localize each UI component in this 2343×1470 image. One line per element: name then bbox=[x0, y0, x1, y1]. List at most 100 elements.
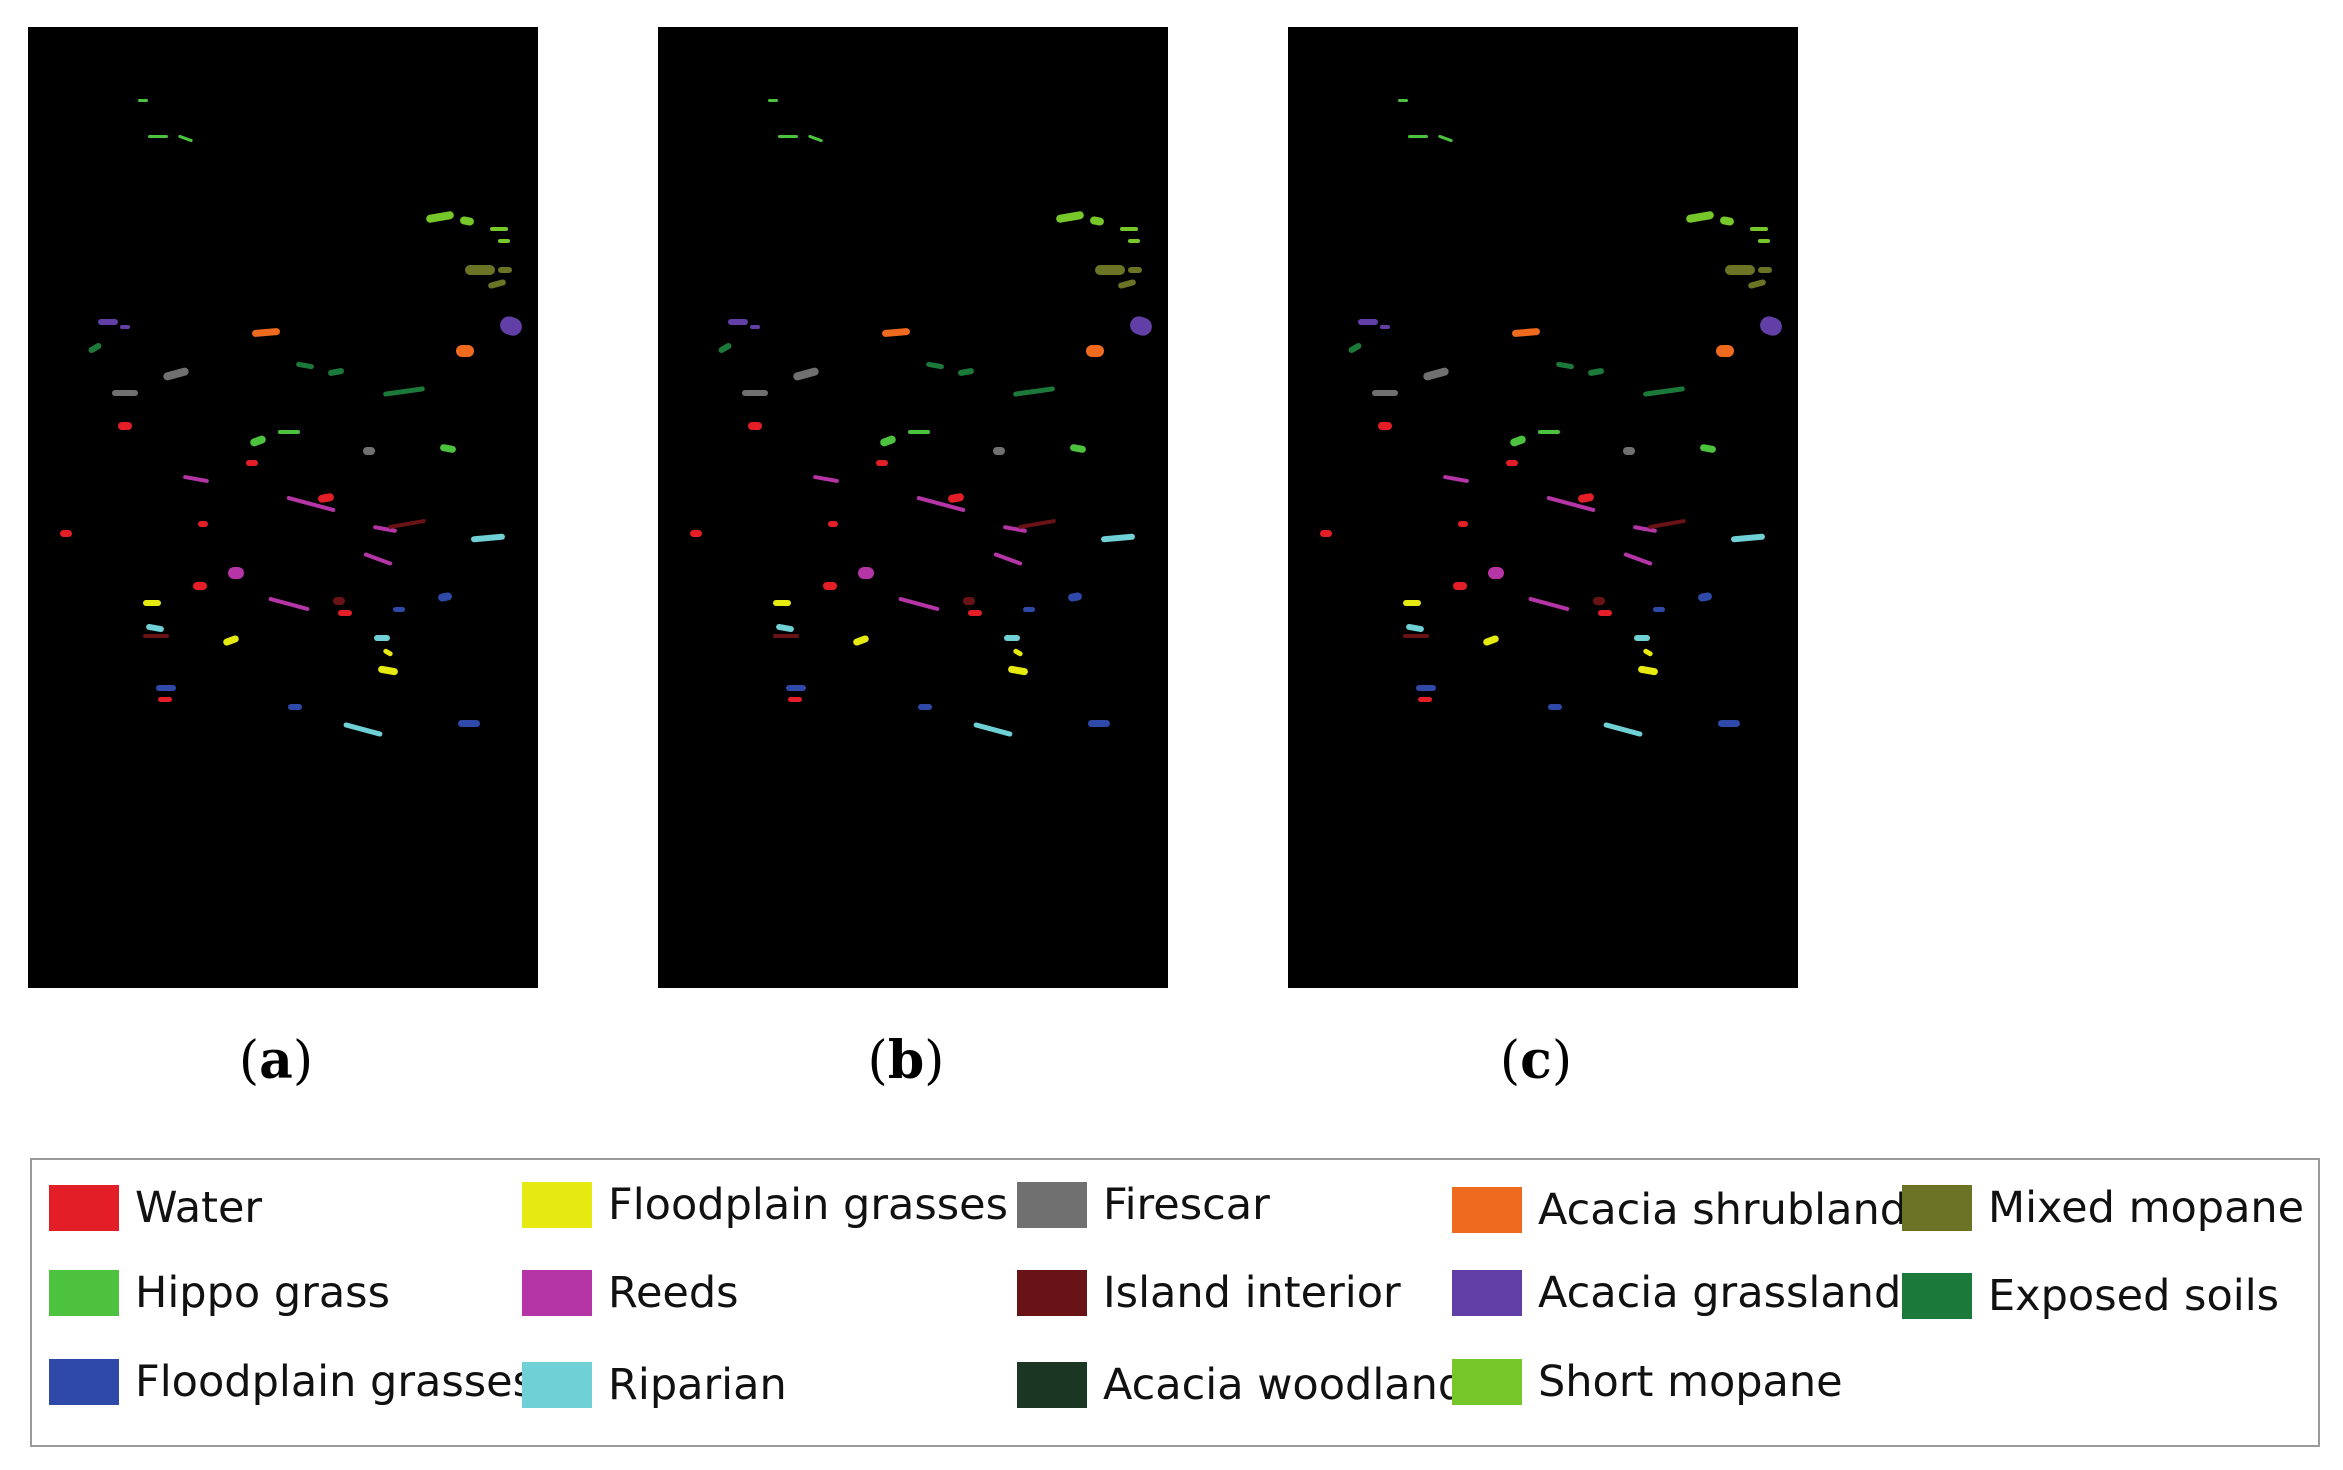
map-patch bbox=[500, 316, 522, 336]
map-patch bbox=[183, 475, 209, 483]
map-patch bbox=[286, 496, 336, 512]
map-patch bbox=[393, 607, 405, 612]
map-patch bbox=[778, 135, 798, 138]
map-patch bbox=[328, 368, 344, 376]
legend-label-reeds: Reeds bbox=[608, 1268, 739, 1318]
map-patch bbox=[1358, 319, 1378, 325]
map-patch bbox=[690, 530, 702, 537]
legend-item-acacia-woodlands: Acacia woodlands bbox=[1017, 1360, 1488, 1410]
map-patch bbox=[1556, 361, 1574, 370]
map-patch bbox=[1406, 623, 1424, 633]
map-patch bbox=[383, 648, 393, 657]
map-patch bbox=[916, 496, 966, 512]
legend-label-exposed-soils: Exposed soils bbox=[1988, 1271, 2280, 1321]
map-patch bbox=[338, 610, 352, 616]
legend-swatch-reeds bbox=[522, 1270, 592, 1316]
map-patch bbox=[158, 697, 172, 702]
map-patch bbox=[1070, 444, 1086, 453]
map-patch bbox=[948, 493, 964, 503]
map-patch bbox=[1120, 227, 1138, 231]
legend-swatch-exposed-soils bbox=[1902, 1273, 1972, 1319]
map-patch bbox=[858, 567, 874, 579]
map-patch bbox=[138, 99, 148, 102]
caption-a: (a) bbox=[238, 1030, 314, 1091]
map-patch bbox=[471, 533, 505, 543]
map-patch bbox=[993, 447, 1005, 455]
map-patch bbox=[1716, 345, 1734, 357]
map-patch bbox=[318, 493, 334, 503]
map-patch bbox=[1018, 519, 1056, 529]
legend-item-floodplain-grasses-2: Floodplain grasses 2 bbox=[522, 1180, 1049, 1230]
map-patch bbox=[250, 435, 266, 447]
map-patch bbox=[973, 722, 1013, 737]
map-patch bbox=[1320, 530, 1332, 537]
legend-item-water: Water bbox=[49, 1183, 262, 1233]
map-patch bbox=[1506, 460, 1518, 466]
map-patch bbox=[1700, 444, 1716, 453]
map-patch bbox=[1720, 216, 1734, 226]
map-patch bbox=[1068, 592, 1082, 602]
map-patch bbox=[1725, 265, 1755, 275]
map-patch bbox=[1013, 648, 1023, 657]
legend-label-floodplain-grasses-1: Floodplain grasses 1 bbox=[135, 1357, 577, 1407]
map-patch bbox=[773, 600, 791, 606]
map-patch bbox=[278, 430, 300, 434]
map-patch bbox=[1008, 665, 1028, 676]
legend-swatch-firescar bbox=[1017, 1182, 1087, 1228]
caption-c-letter: c bbox=[1520, 1030, 1552, 1091]
legend-label-short-mopane: Short mopane bbox=[1538, 1357, 1843, 1407]
map-patch bbox=[163, 367, 189, 381]
map-patch bbox=[926, 361, 944, 370]
map-patch bbox=[1443, 475, 1469, 483]
legend-swatch-acacia-shrublands bbox=[1452, 1187, 1522, 1233]
map-patch bbox=[363, 447, 375, 455]
map-patch bbox=[1528, 597, 1570, 611]
map-patch bbox=[1488, 567, 1504, 579]
map-patch bbox=[1483, 635, 1499, 646]
map-patch bbox=[808, 134, 823, 143]
map-patch bbox=[1588, 368, 1604, 376]
map-patch bbox=[98, 319, 118, 325]
map-patch bbox=[490, 227, 508, 231]
map-patch bbox=[776, 623, 794, 633]
map-patch bbox=[1578, 493, 1594, 503]
map-patch bbox=[1510, 435, 1526, 447]
map-patch bbox=[958, 368, 974, 376]
map-patch bbox=[1003, 525, 1027, 533]
map-patch bbox=[456, 345, 474, 357]
map-patch bbox=[1013, 386, 1055, 397]
legend-label-acacia-grasslands: Acacia grasslands bbox=[1538, 1268, 1924, 1318]
map-patch bbox=[748, 422, 762, 430]
map-patch bbox=[1758, 239, 1770, 243]
map-patch bbox=[786, 685, 806, 691]
map-patch bbox=[1598, 610, 1612, 616]
map-patch bbox=[146, 623, 164, 633]
map-patch bbox=[1004, 635, 1020, 641]
map-patch bbox=[88, 343, 102, 353]
legend-item-acacia-shrublands: Acacia shrublands bbox=[1452, 1185, 1929, 1235]
map-patch bbox=[373, 525, 397, 533]
legend-label-water: Water bbox=[135, 1183, 263, 1233]
legend-swatch-island-interior bbox=[1017, 1270, 1087, 1316]
map-patch bbox=[1423, 367, 1449, 381]
map-patch bbox=[1731, 533, 1765, 543]
map-patch bbox=[465, 265, 495, 275]
map-patch bbox=[252, 328, 280, 337]
map-patch bbox=[426, 211, 454, 223]
map-patch bbox=[718, 343, 732, 353]
caption-b-letter: b bbox=[887, 1030, 925, 1091]
legend-item-acacia-grasslands: Acacia grasslands bbox=[1452, 1268, 1924, 1318]
map-patch bbox=[1633, 525, 1657, 533]
legend-swatch-acacia-grasslands bbox=[1452, 1270, 1522, 1316]
map-patch bbox=[880, 435, 896, 447]
map-patch bbox=[1023, 607, 1035, 612]
map-b-pixels bbox=[690, 99, 1152, 737]
map-patch bbox=[198, 521, 208, 527]
legend-item-exposed-soils: Exposed soils bbox=[1902, 1271, 2279, 1321]
legend-label-acacia-woodlands: Acacia woodlands bbox=[1103, 1360, 1488, 1410]
legend: Water Hippo grass Floodplain grasses 1 F… bbox=[30, 1158, 2320, 1447]
map-patch bbox=[148, 135, 168, 138]
classification-map-a bbox=[28, 27, 538, 988]
map-patch bbox=[918, 704, 932, 710]
legend-label-island-interior: Island interior bbox=[1103, 1268, 1401, 1318]
